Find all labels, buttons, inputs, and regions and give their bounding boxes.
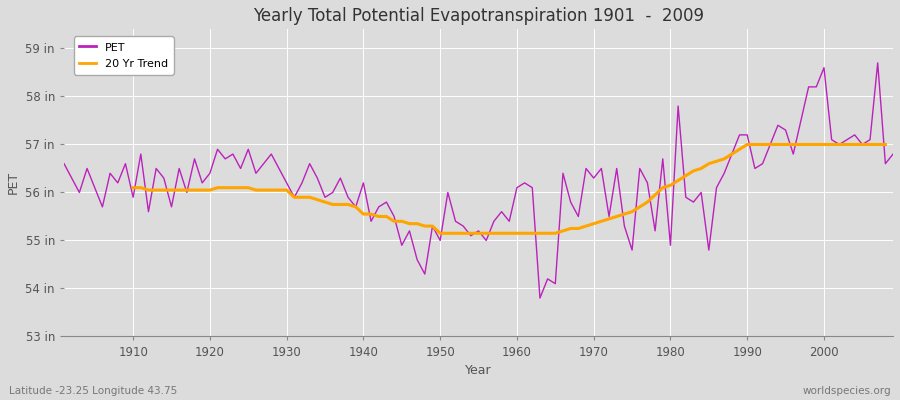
PET <box>511 185 522 190</box>
20 Yr Trend <box>328 202 338 207</box>
X-axis label: Year: Year <box>465 364 492 377</box>
Title: Yearly Total Potential Evapotranspiration 1901  -  2009: Yearly Total Potential Evapotranspiratio… <box>253 7 704 25</box>
Y-axis label: PET: PET <box>7 171 20 194</box>
20 Yr Trend <box>726 152 737 156</box>
PET <box>872 60 883 65</box>
PET <box>887 152 898 156</box>
20 Yr Trend <box>358 212 369 216</box>
PET <box>120 161 130 166</box>
PET <box>58 161 69 166</box>
20 Yr Trend <box>128 185 139 190</box>
Line: 20 Yr Trend: 20 Yr Trend <box>133 144 886 233</box>
20 Yr Trend <box>435 231 446 236</box>
PET <box>289 195 300 200</box>
PET <box>335 176 346 180</box>
PET <box>504 219 515 224</box>
PET <box>535 296 545 300</box>
20 Yr Trend <box>511 231 522 236</box>
20 Yr Trend <box>304 195 315 200</box>
Legend: PET, 20 Yr Trend: PET, 20 Yr Trend <box>74 36 174 74</box>
20 Yr Trend <box>880 142 891 147</box>
20 Yr Trend <box>742 142 752 147</box>
PET <box>611 166 622 171</box>
20 Yr Trend <box>535 231 545 236</box>
Line: PET: PET <box>64 63 893 298</box>
Text: Latitude -23.25 Longitude 43.75: Latitude -23.25 Longitude 43.75 <box>9 386 177 396</box>
Text: worldspecies.org: worldspecies.org <box>803 386 891 396</box>
